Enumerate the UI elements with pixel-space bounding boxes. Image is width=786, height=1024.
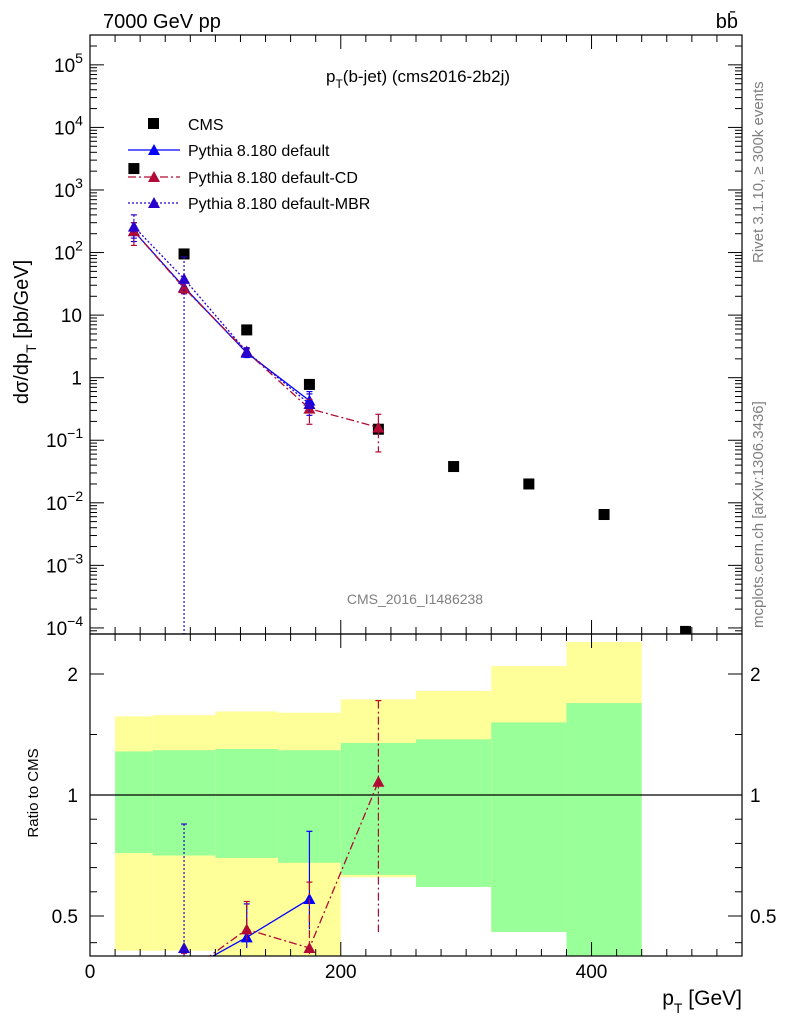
ratio-green-band (152, 750, 216, 856)
mc-point-triangle (178, 282, 191, 294)
mc-point-triangle (178, 272, 191, 284)
legend-marker-triangle (148, 197, 160, 208)
mc-point-triangle (240, 345, 253, 357)
y-tick-label: 10 (61, 306, 82, 327)
y-tick-label: 103 (54, 175, 83, 202)
y-tick-label: 10−4 (46, 613, 83, 640)
x-tick-label: 200 (325, 962, 357, 983)
series-line-2 (133, 230, 379, 429)
main-plot-layer (127, 163, 692, 634)
x-tick-label: 0 (85, 962, 96, 983)
legend-label: Pythia 8.180 default-CD (188, 170, 358, 187)
ratio-y-tick-label-right: 2 (750, 665, 761, 686)
ratio-y-tick-label-left: 1 (67, 786, 78, 807)
legend-label: CMS (188, 117, 224, 134)
ratio-y-tick-label-right: 1 (750, 786, 761, 807)
ratio-point-triangle (372, 775, 385, 787)
header-right: bb̄ (716, 10, 738, 33)
y-tick-label: 1 (71, 369, 82, 390)
y-tick-label: 10−1 (46, 425, 83, 452)
series-line-1 (133, 230, 310, 402)
ratio-point-triangle (178, 966, 190, 977)
cms-data-point (598, 509, 610, 521)
legend: CMS Pythia 8.180 default Pythia 8.180 defa… (128, 117, 370, 213)
legend-marker-triangle (148, 171, 160, 182)
ratio-green-band (566, 703, 642, 956)
plot-title: pT(b-jet) (cms2016-2b2j) (326, 67, 510, 91)
cms-data-point (241, 324, 253, 336)
ratio-green-band (491, 722, 567, 932)
mc-point-triangle (303, 397, 316, 409)
y-tick-label: 102 (54, 238, 83, 265)
legend-label: Pythia 8.180 default-MBR (188, 196, 370, 213)
ratio-point-triangle (303, 942, 316, 953)
y-tick-label: 10−3 (46, 550, 83, 577)
main-y-axis-label: dσ/dpT [pb/GeV] (11, 260, 39, 404)
mc-point-triangle (127, 220, 140, 232)
mc-point-triangle (372, 421, 385, 433)
ratio-y-axis-label: Ratio to CMS (25, 748, 42, 837)
cms-data-point (178, 248, 190, 260)
ratio-point-triangle (178, 942, 191, 953)
header-left: 7000 GeV pp (103, 11, 221, 33)
cms-data-point (448, 461, 460, 473)
legend-label: Pythia 8.180 default (188, 143, 330, 160)
ratio-y-tick-label-right: 0.5 (750, 907, 776, 928)
rivet-version-label: Rivet 3.1.10, ≥ 300k events (750, 81, 767, 263)
x-axis-label: pT [GeV] (662, 987, 742, 1016)
ratio-green-band (115, 751, 153, 854)
ratio-point-triangle (240, 923, 253, 935)
series-line-3 (133, 226, 310, 405)
ratio-green-band (416, 739, 492, 887)
y-tick-label: 105 (54, 50, 83, 77)
ratio-point-triangle (178, 969, 190, 980)
cms-data-point (128, 163, 140, 175)
cms-data-point (523, 478, 535, 490)
x-tick-label: 400 (576, 962, 608, 983)
legend-marker-square (148, 118, 159, 129)
analysis-label: CMS_2016_I1486238 (347, 591, 483, 607)
legend-marker-triangle (148, 144, 160, 155)
y-tick-label: 10−2 (46, 488, 83, 515)
cms-data-point (303, 378, 315, 390)
ratio-y-tick-label-left: 0.5 (52, 907, 78, 928)
cms-data-point (680, 625, 692, 634)
ratio-y-tick-label-left: 2 (67, 665, 78, 686)
y-tick-label: 104 (54, 112, 83, 139)
ratio-green-band (215, 749, 279, 858)
mcplots-label: mcplots.cern.ch [arXiv:1306.3436] (750, 401, 767, 628)
